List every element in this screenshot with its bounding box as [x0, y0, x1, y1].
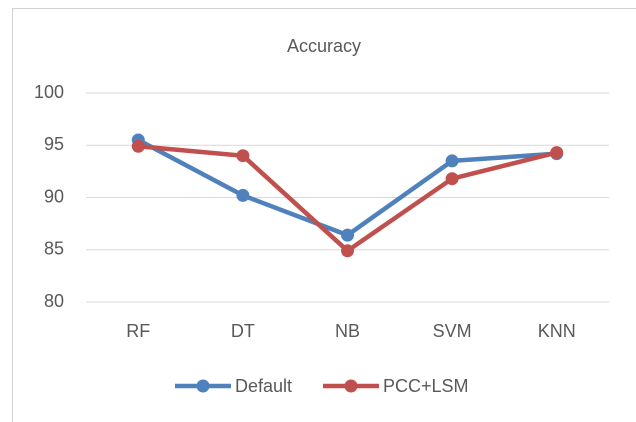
x-tick-label: KNN: [538, 321, 576, 341]
chart-frame: [12, 8, 636, 422]
point: [236, 149, 250, 163]
y-tick-label: 95: [44, 134, 64, 154]
point: [341, 244, 354, 258]
point: [445, 172, 459, 186]
point: [236, 188, 250, 202]
x-tick-label: SVM: [433, 321, 472, 341]
legend-label: Default: [235, 376, 292, 396]
point: [341, 228, 354, 242]
point: [550, 146, 564, 160]
x-tick-label: RF: [126, 321, 150, 341]
point: [445, 154, 459, 168]
chart-title: Accuracy: [287, 36, 361, 56]
y-tick-label: 90: [44, 186, 64, 206]
y-tick-label: 80: [44, 291, 64, 311]
legend-label: PCC+LSM: [383, 376, 469, 396]
y-tick-label: 100: [34, 82, 64, 102]
x-tick-label: NB: [335, 321, 360, 341]
legend-marker: [196, 379, 210, 393]
point: [131, 139, 145, 153]
x-tick-label: DT: [231, 321, 255, 341]
legend-marker: [344, 379, 358, 393]
y-tick-label: 85: [44, 239, 64, 259]
